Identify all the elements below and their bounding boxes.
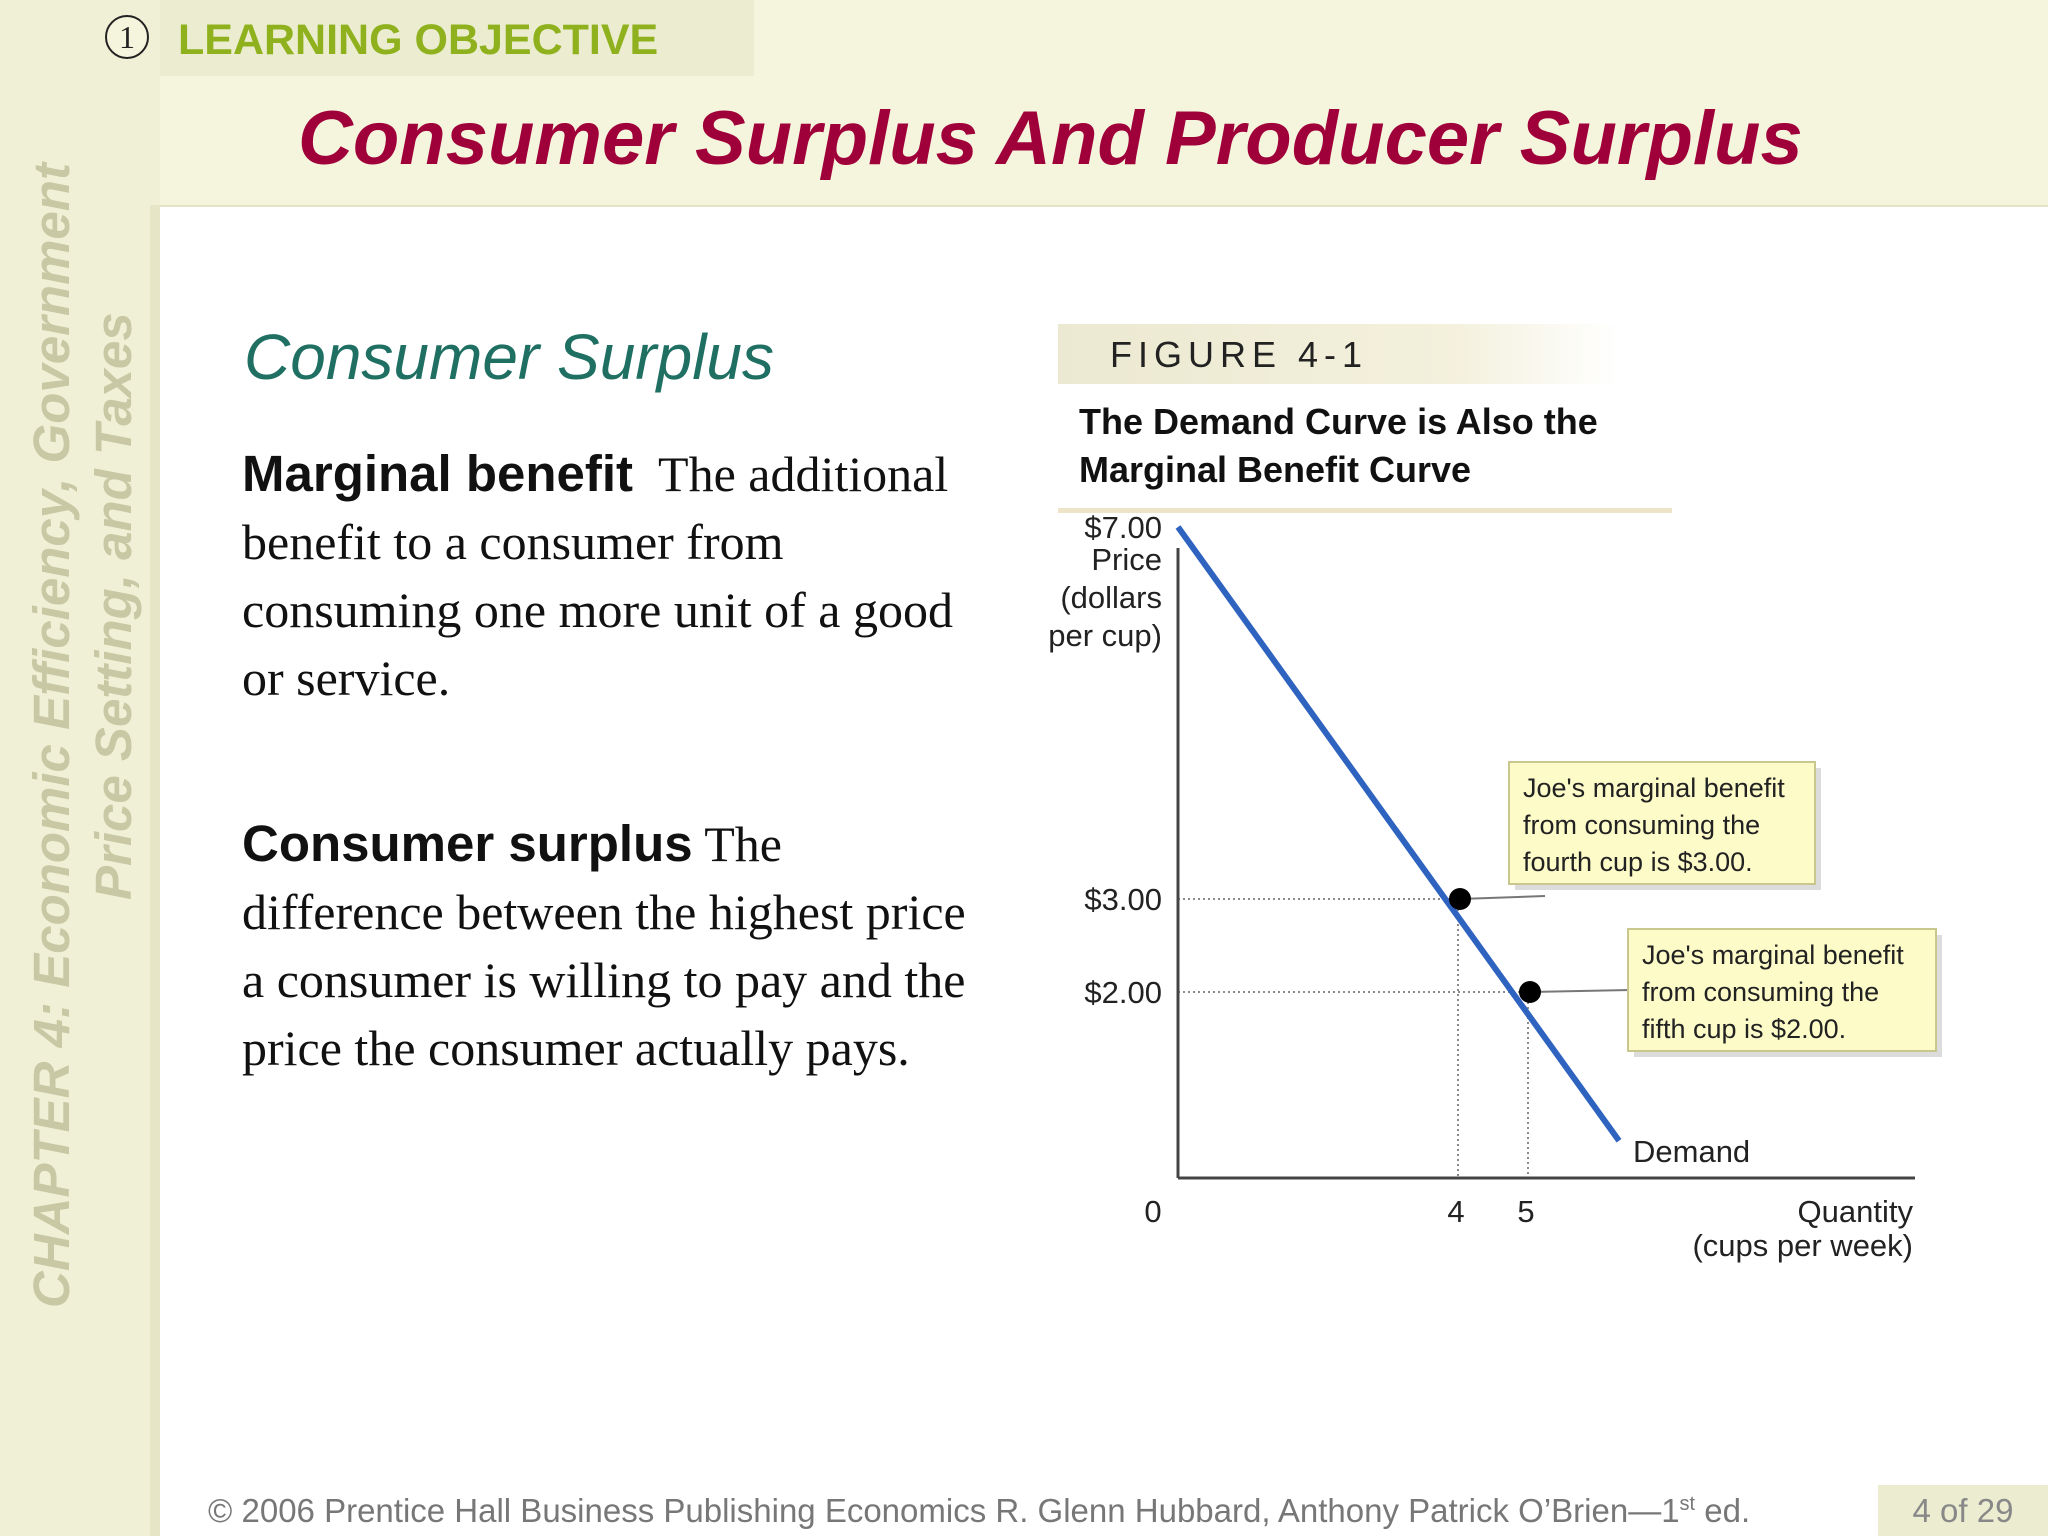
demand-curve — [1175, 525, 1622, 1143]
callout-leader — [1529, 989, 1631, 993]
callout-text: from consuming the — [1523, 810, 1760, 840]
callout-box — [1508, 761, 1816, 885]
definition-consumer-surplus: Consumer surplus The difference between … — [242, 810, 972, 1082]
x-tick-label: 5 — [1517, 1194, 1534, 1229]
section-title: Consumer Surplus — [244, 321, 774, 393]
figure-header — [1058, 324, 1618, 384]
footer-copyright: © 2006 Prentice Hall Business Publishing… — [208, 1492, 1751, 1529]
y-axis-label: per cup) — [1048, 618, 1162, 653]
page-number: 4 of 29 — [1878, 1485, 2048, 1536]
series-label: Demand — [1633, 1134, 1750, 1169]
y-axis-label: Price — [1091, 542, 1162, 577]
sidebar-edge — [150, 205, 160, 1536]
origin-label: 0 — [1144, 1194, 1161, 1229]
y-tick-label: $2.00 — [1084, 975, 1162, 1010]
figure-caption: The Demand Curve is Also the Marginal Be… — [1079, 401, 1598, 490]
x-axis-label: Quantity — [1798, 1194, 1914, 1229]
objective-number: 1 — [105, 15, 149, 59]
definition-term: Consumer surplus — [242, 815, 693, 872]
y-tick-label: $3.00 — [1084, 882, 1162, 917]
callout-text: fourth cup is $3.00. — [1523, 847, 1753, 877]
objective-label: LEARNING OBJECTIVE — [178, 16, 659, 64]
data-point — [1519, 981, 1541, 1003]
x-axis-label: (cups per week) — [1692, 1228, 1913, 1263]
objective-box — [160, 0, 754, 76]
definition-marginal-benefit: Marginal benefit The additional benefit … — [242, 440, 972, 712]
sidebar — [0, 0, 160, 1536]
definition-text: The difference between the highest price… — [242, 816, 966, 1076]
slide-title: Consumer Surplus And Producer Surplus — [298, 96, 1803, 181]
definition-text: The additional benefit to a consumer fro… — [242, 446, 953, 706]
y-axis-label: (dollars — [1060, 580, 1162, 615]
callout-text: fifth cup is $2.00. — [1642, 1014, 1846, 1044]
figure-rule — [1058, 508, 1672, 513]
callout-leader — [1459, 895, 1546, 900]
callout-box — [1627, 928, 1937, 1052]
callout-text: from consuming the — [1642, 977, 1879, 1007]
definition-term: Marginal benefit — [242, 445, 634, 502]
figure-label: FIGURE 4-1 — [1110, 334, 1369, 375]
callout-text: Joe's marginal benefit — [1642, 940, 1904, 970]
data-point — [1449, 888, 1471, 910]
x-tick-label: 4 — [1447, 1194, 1464, 1229]
y-tick-label: $7.00 — [1084, 510, 1162, 545]
callout-text: Joe's marginal benefit — [1523, 773, 1785, 803]
